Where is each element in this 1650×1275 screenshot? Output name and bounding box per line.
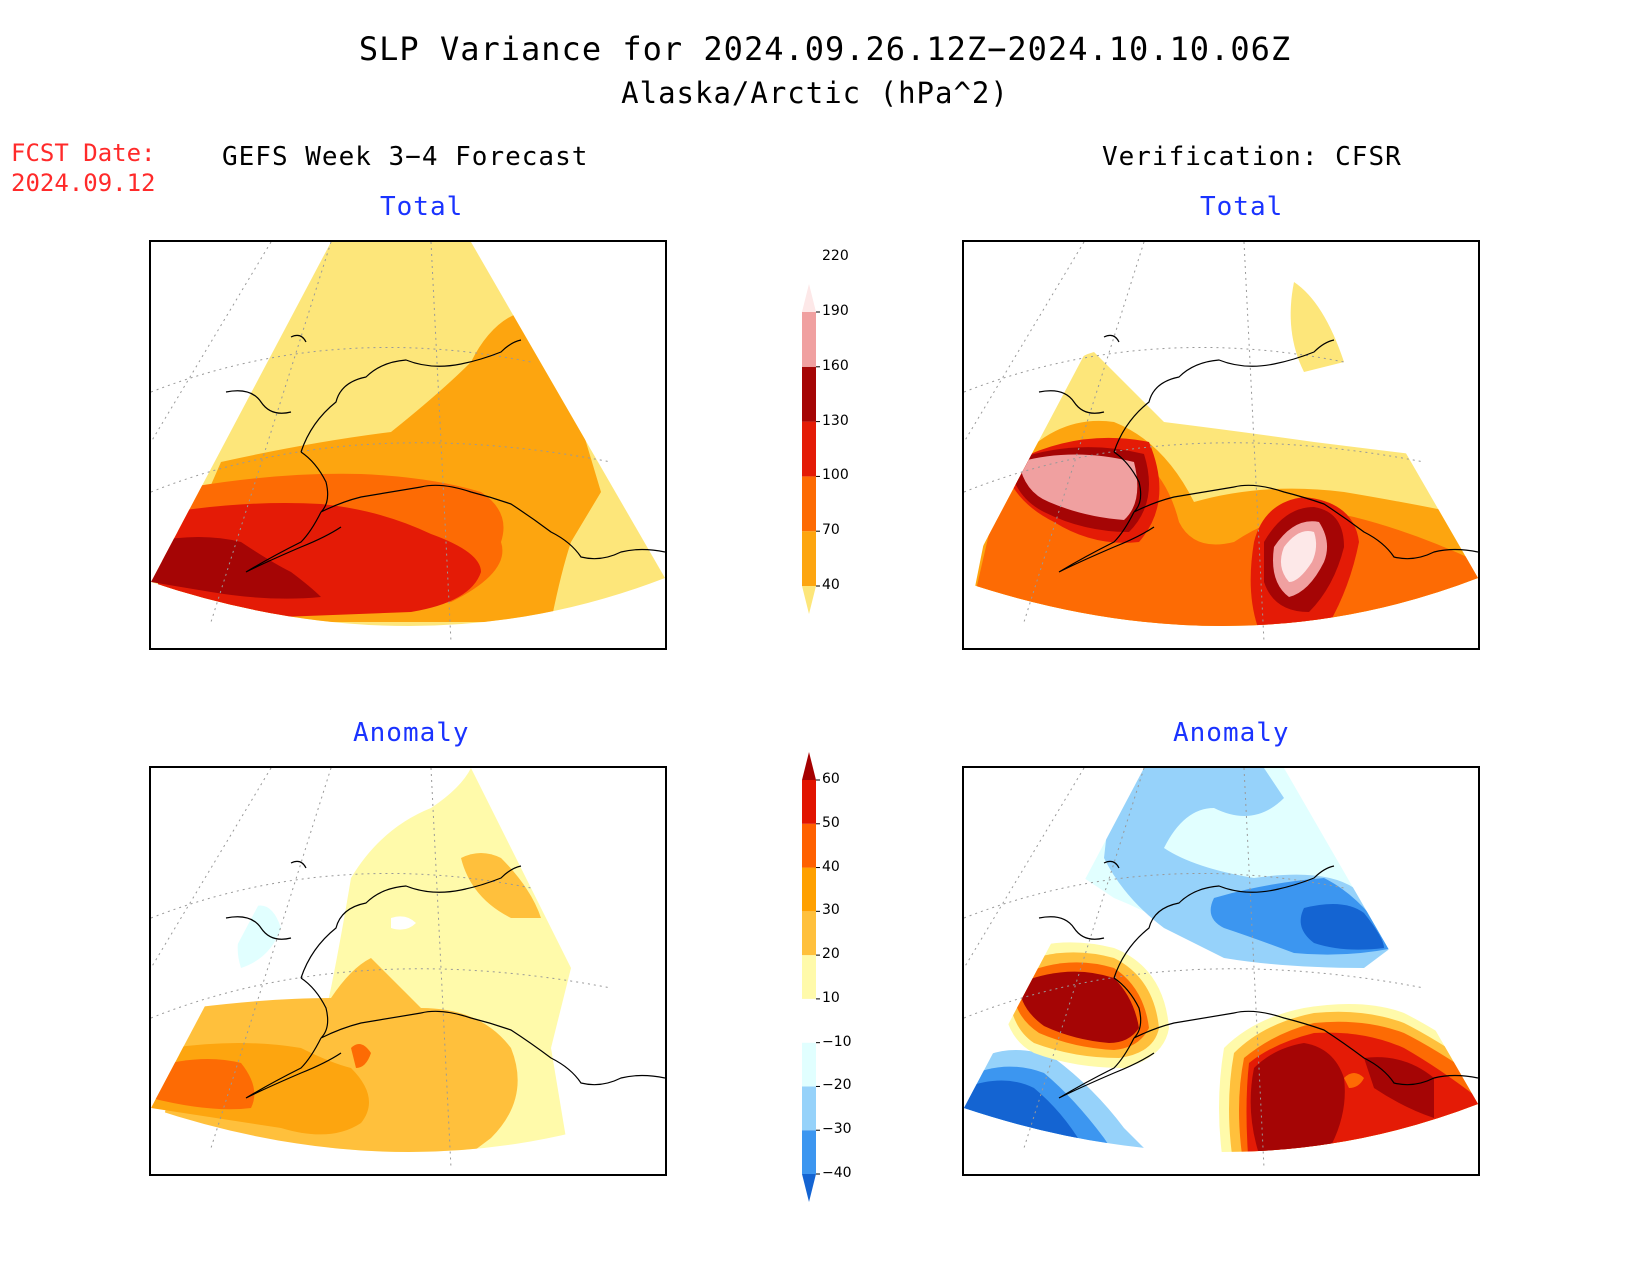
anomaly-colorbar-level-label: 20 bbox=[822, 946, 840, 963]
total-colorbar-level-label: 190 bbox=[822, 303, 849, 319]
total-colorbar-level-label: 100 bbox=[822, 467, 849, 484]
forecast-total-map bbox=[149, 240, 667, 650]
total-colorbar-color-swatch bbox=[802, 421, 816, 477]
anomaly-colorbar-color-swatch bbox=[802, 1086, 816, 1131]
total-colorbar-color-swatch bbox=[802, 531, 816, 586]
anomaly-colorbar-color-swatch bbox=[802, 823, 816, 868]
anomaly-colorbar-level-label: −20 bbox=[822, 1077, 852, 1094]
anomaly-colorbar-level-label: 30 bbox=[822, 902, 840, 919]
anomaly-colorbar-level-label: 60 bbox=[822, 771, 840, 787]
total-colorbar-color-swatch bbox=[802, 586, 816, 614]
total-colorbar-level-label: 130 bbox=[822, 412, 849, 429]
anomaly-colorbar-level-label: 10 bbox=[822, 989, 840, 1006]
total-colorbar-level-label: 70 bbox=[822, 522, 840, 539]
verification-total-title: Total bbox=[1200, 192, 1284, 222]
total-colorbar-level-label: 160 bbox=[822, 357, 849, 374]
forecast-date-label: FCST Date: bbox=[11, 139, 156, 167]
forecast-column-title: GEFS Week 3−4 Forecast bbox=[222, 142, 589, 172]
total-colorbar-color-swatch bbox=[802, 366, 816, 422]
forecast-anomaly-map bbox=[149, 766, 667, 1176]
anomaly-colorbar-color-swatch bbox=[802, 955, 816, 999]
anomaly-colorbar-color-swatch bbox=[802, 1174, 816, 1202]
anomaly-colorbar-color-swatch bbox=[802, 911, 816, 956]
verification-anomaly-map bbox=[962, 766, 1480, 1176]
verification-anomaly-title: Anomaly bbox=[1173, 718, 1290, 748]
anomaly-colorbar-color-swatch bbox=[802, 1042, 816, 1087]
anomaly-colorbar-color-swatch bbox=[802, 998, 816, 1043]
plot-subtitle: Alaska/Arctic (hPa^2) bbox=[621, 76, 1009, 110]
anomaly-colorbar-level-label: −30 bbox=[822, 1121, 852, 1138]
anomaly-colorbar: −40 −30 −20 −10 10 20 30 40 50 60 bbox=[800, 752, 900, 1202]
anomaly-colorbar-level-label: 40 bbox=[822, 858, 840, 875]
total-colorbar-level-label: 220 bbox=[822, 248, 849, 265]
anomaly-colorbar-color-swatch bbox=[802, 867, 816, 912]
total-colorbar-color-swatch bbox=[802, 476, 816, 532]
anomaly-colorbar-level-label: −10 bbox=[822, 1033, 852, 1050]
plot-title: SLP Variance for 2024.09.26.12Z−2024.10.… bbox=[358, 30, 1292, 68]
anomaly-colorbar-color-swatch bbox=[802, 752, 816, 780]
total-colorbar-color-swatch bbox=[802, 312, 816, 367]
verification-column-title: Verification: CFSR bbox=[1102, 142, 1402, 172]
anomaly-colorbar-level-label: 50 bbox=[822, 814, 840, 831]
forecast-date-value: 2024.09.12 bbox=[11, 169, 156, 197]
total-colorbar-color-swatch bbox=[802, 284, 816, 312]
anomaly-colorbar-color-swatch bbox=[802, 1130, 816, 1174]
total-colorbar-level-label: 40 bbox=[822, 577, 840, 593]
forecast-anomaly-title: Anomaly bbox=[353, 718, 470, 748]
forecast-total-title: Total bbox=[380, 192, 464, 222]
anomaly-colorbar-color-swatch bbox=[802, 780, 816, 824]
verification-total-map bbox=[962, 240, 1480, 650]
anomaly-colorbar-level-label: −40 bbox=[822, 1165, 852, 1181]
total-colorbar: 40 70 100 130 160 190 220 bbox=[800, 248, 900, 614]
forecast-date: FCST Date: 2024.09.12 bbox=[11, 138, 156, 198]
